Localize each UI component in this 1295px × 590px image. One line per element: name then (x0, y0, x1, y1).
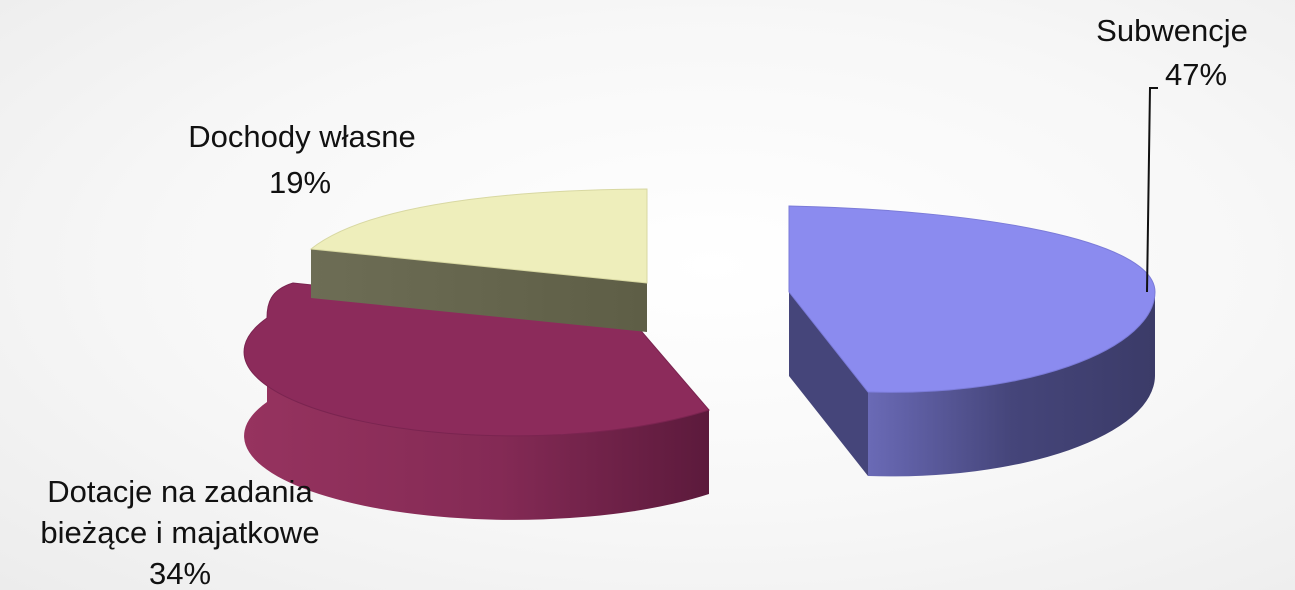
slice-subwencje-top (788, 205, 1156, 393)
slice-dochody (309, 188, 648, 332)
label-dochody-value: 19% (269, 165, 331, 200)
label-dotacje-line-2: bieżące i majatkowe (40, 515, 319, 550)
slice-subwencje (788, 205, 1156, 477)
label-subwencje-name: Subwencje (1096, 13, 1248, 48)
slice-subwencje-edge (789, 292, 868, 476)
slice-dochody-side (311, 249, 647, 332)
label-dochody-name: Dochody własne (188, 119, 415, 154)
leader-line-subwencje (1146, 87, 1158, 293)
label-dotacje-value: 34% (149, 556, 211, 590)
label-subwencje-value: 47% (1165, 57, 1227, 92)
label-dotacje: Dotacje na zadania bieżące i majatkowe 3… (40, 474, 319, 590)
label-subwencje: Subwencje 47% (1096, 13, 1248, 92)
label-dotacje-line-1: Dotacje na zadania (47, 474, 313, 509)
slice-dochody-top (309, 188, 648, 284)
slice-dotacje-side (244, 318, 709, 520)
label-dochody: Dochody własne 19% (188, 119, 415, 200)
slice-subwencje-side (868, 292, 1155, 477)
